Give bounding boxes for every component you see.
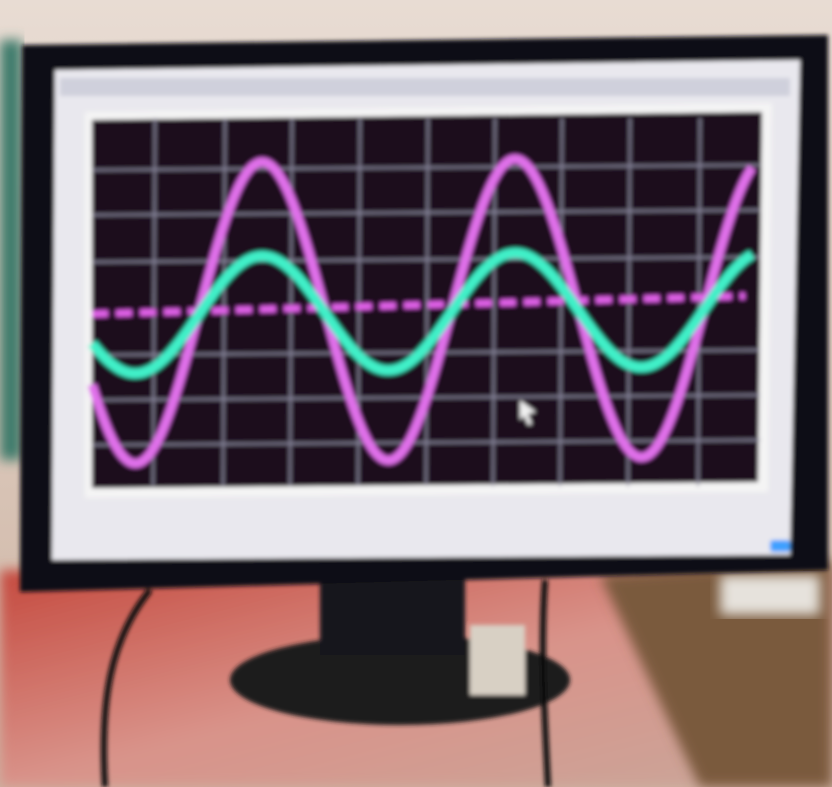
power-led bbox=[770, 540, 790, 552]
left-object bbox=[0, 40, 22, 460]
monitor-neck bbox=[320, 575, 465, 655]
device bbox=[720, 575, 820, 615]
page: (() => { const svg = document.getElement… bbox=[0, 0, 832, 787]
photo bbox=[0, 0, 832, 787]
window-titlebar bbox=[60, 78, 790, 96]
sticker bbox=[470, 625, 525, 695]
